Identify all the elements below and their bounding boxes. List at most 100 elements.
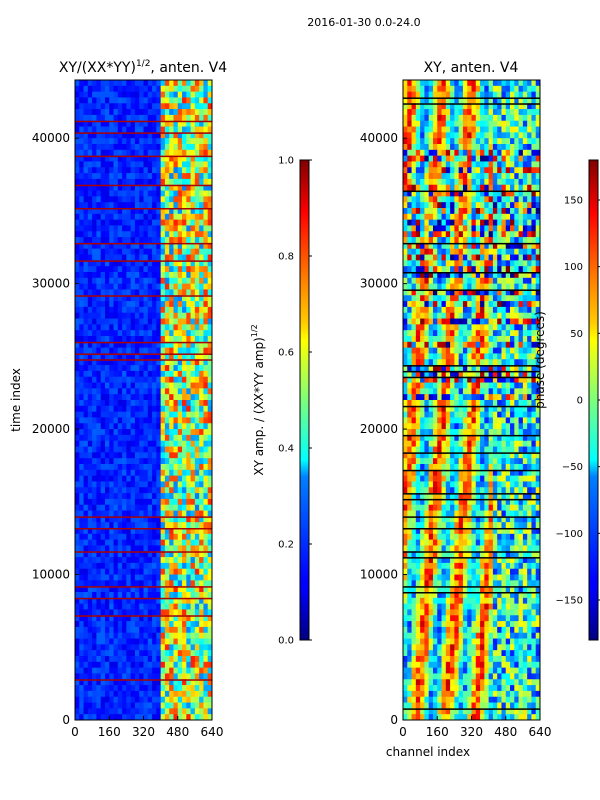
heatmap-cell [126,120,132,127]
heatmap-cell [104,411,110,418]
heatmap-cell [117,632,123,639]
heatmap-cell [522,144,528,151]
heatmap-cell [122,551,127,558]
heatmap-cell [104,626,110,634]
heatmap-cell [190,673,196,680]
heatmap-cell [411,306,417,314]
heatmap-cell [505,149,511,157]
heatmap-cell [186,510,191,517]
heatmap-cell [177,359,183,366]
heatmap-cell [113,475,119,482]
heatmap-cell [501,184,507,191]
heatmap-cell [432,208,438,215]
heatmap-cell [462,266,468,273]
heatmap-cell [186,522,191,529]
heatmap-cell [75,574,80,581]
heatmap-cell [492,178,498,186]
heatmap-cell [113,114,119,122]
heatmap-cell [126,376,132,383]
heatmap-cell [83,487,89,494]
heatmap-cell [505,289,511,296]
heatmap-cell [100,464,106,471]
heatmap-cell [164,632,170,639]
heatmap-cell [134,120,140,127]
heatmap-cell [104,394,110,401]
heatmap-cell [100,347,106,354]
heatmap-cell [160,656,166,663]
heatmap-cell [194,522,200,529]
heatmap-cell [424,283,430,290]
heatmap-cell [424,237,430,244]
heatmap-cell [186,708,191,715]
heatmap-cell [169,120,174,127]
heatmap-cell [126,306,132,314]
heatmap-cell [190,231,196,238]
heatmap-cell [143,312,149,319]
heatmap-cell [492,91,498,98]
heatmap-cell [454,202,460,209]
heatmap-cell [199,365,204,372]
heatmap-cell [75,190,80,197]
heatmap-cell [92,341,97,349]
heatmap-cell [173,626,179,634]
heatmap-cell [207,551,212,558]
heatmap-cell [113,178,119,186]
heatmap-cell [475,254,481,261]
heatmap-cell [160,225,166,232]
heatmap-cell [424,120,430,127]
heatmap-cell [156,144,162,151]
heatmap-cell [454,190,460,197]
heatmap-cell [194,615,200,622]
heatmap-cell [104,644,110,651]
heatmap-cell [480,138,485,145]
heatmap-cell [104,586,110,593]
heatmap-cell [475,178,481,186]
heatmap-cell [527,138,532,145]
heatmap-cell [83,592,89,599]
heatmap-cell [450,196,455,203]
heatmap-cell [169,155,174,162]
heatmap-cell [445,248,451,255]
heatmap-cell [134,138,140,145]
heatmap-cell [92,103,97,110]
heatmap-cell [471,80,477,87]
heatmap-cell [75,481,80,488]
heatmap-cell [169,277,174,285]
heatmap-cell [173,452,179,459]
heatmap-cell [514,91,519,98]
heatmap-cell [104,533,110,541]
heatmap-cell [173,568,179,575]
heatmap-cell [109,97,114,104]
heatmap-cell [467,91,472,98]
heatmap-cell [134,347,140,354]
heatmap-cell [194,423,200,430]
heatmap-cell [510,283,515,290]
heatmap-cell [531,277,537,285]
heatmap-cell [96,615,102,622]
heatmap-cell [203,213,209,221]
heatmap-cell [79,702,84,709]
heatmap-cell [207,638,212,645]
heatmap-cell [411,254,417,261]
heatmap-cell [450,80,455,87]
heatmap-cell [535,184,540,191]
heatmap-cell [471,254,477,261]
heatmap-cell [471,202,477,209]
heatmap-cell [147,208,153,215]
heatmap-cell [96,557,102,564]
heatmap-cell [83,400,89,407]
heatmap-cell [173,312,179,319]
heatmap-cell [156,423,162,430]
heatmap-cell [160,173,166,180]
heatmap-cell [96,551,102,558]
heatmap-cell [190,632,196,639]
heatmap-cell [186,434,191,442]
heatmap-cell [488,196,494,203]
heatmap-cell [411,283,417,290]
heatmap-cell [199,208,204,215]
heatmap-cell [411,330,417,337]
heatmap-cell [139,155,144,162]
heatmap-cell [156,301,162,308]
heatmap-cell [143,650,149,657]
heatmap-cell [100,149,106,157]
